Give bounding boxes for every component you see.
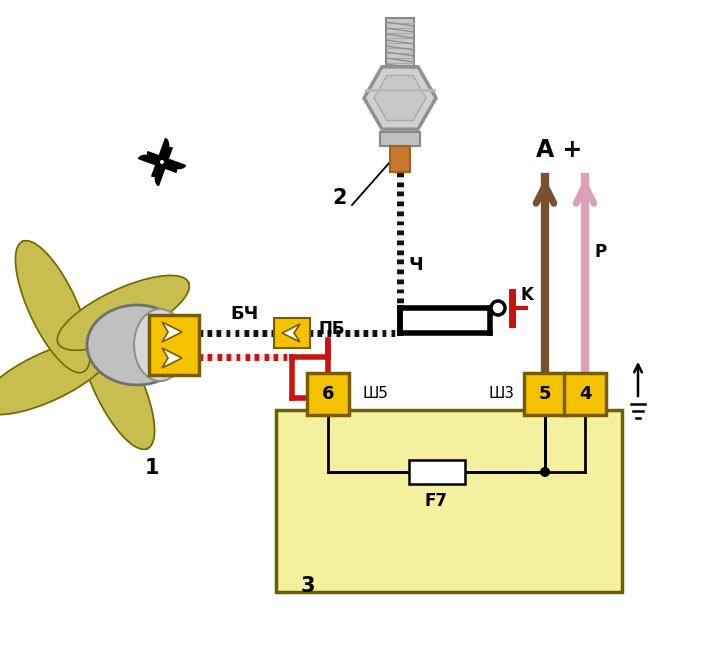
Polygon shape [155,148,173,185]
Text: ПБ: ПБ [319,320,345,338]
Polygon shape [57,276,189,350]
Circle shape [491,301,505,315]
Text: БЧ: БЧ [231,305,259,323]
FancyBboxPatch shape [564,373,606,415]
Text: A +: A + [536,138,582,162]
FancyBboxPatch shape [276,410,622,592]
Text: Ш5: Ш5 [363,387,389,402]
Polygon shape [79,317,155,449]
FancyBboxPatch shape [149,315,199,375]
Text: P: P [595,243,607,261]
FancyBboxPatch shape [380,132,420,146]
Polygon shape [282,324,300,342]
Polygon shape [374,75,426,120]
Ellipse shape [156,326,182,364]
Polygon shape [147,151,185,169]
Text: F7: F7 [425,492,448,510]
Text: 3: 3 [301,576,315,596]
Text: Ш3: Ш3 [489,387,515,402]
Polygon shape [139,155,176,172]
Ellipse shape [87,305,187,385]
Polygon shape [162,322,182,342]
Ellipse shape [134,309,186,381]
Text: 1: 1 [145,458,159,478]
Text: 2: 2 [333,188,347,208]
Polygon shape [16,240,90,372]
Polygon shape [364,67,436,129]
Circle shape [160,160,164,164]
Text: K: K [520,286,533,304]
FancyBboxPatch shape [307,373,349,415]
Circle shape [540,467,550,477]
Polygon shape [162,348,182,368]
Polygon shape [0,340,112,415]
FancyBboxPatch shape [386,18,414,70]
Circle shape [158,157,167,166]
Text: 4: 4 [579,385,591,403]
FancyBboxPatch shape [274,318,310,348]
Polygon shape [152,138,169,176]
Text: 6: 6 [321,385,334,403]
FancyBboxPatch shape [390,146,410,172]
FancyBboxPatch shape [409,460,465,484]
FancyBboxPatch shape [524,373,566,415]
Text: 5: 5 [538,385,551,403]
Text: Ч: Ч [409,256,424,274]
